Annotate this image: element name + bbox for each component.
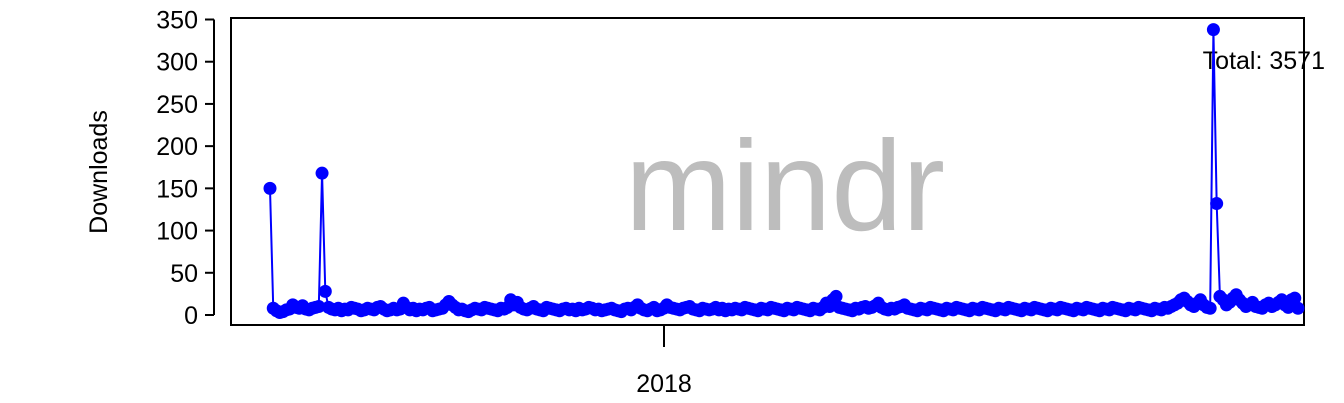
y-tick-label: 150 [156,175,198,203]
data-point [263,181,277,195]
y-tick-label: 100 [156,218,198,246]
data-point [315,166,329,180]
x-tick-label: 2018 [636,370,692,398]
y-axis-title: Downloads [85,110,113,234]
data-point [1203,301,1217,315]
y-tick-label: 300 [156,49,198,77]
package-name-watermark: mindr [625,115,945,258]
y-tick-label: 0 [184,302,198,330]
plot-frame [230,17,1305,326]
total-annotation: Total: 3571 [1203,47,1325,75]
y-tick-label: 250 [156,91,198,119]
data-point [312,300,326,314]
data-point [1288,291,1302,305]
y-tick-label: 350 [156,7,198,35]
data-point [829,289,843,303]
data-point [1206,23,1220,37]
y-tick-label: 50 [170,260,198,288]
data-point [1291,301,1305,315]
series-layer [263,23,1305,319]
y-tick-label: 200 [156,133,198,161]
y-axis: 0 50 100 150 200 250 300 350 [156,7,215,330]
data-point [318,284,332,298]
x-axis: 2018 [636,325,692,398]
data-point [1210,197,1224,211]
